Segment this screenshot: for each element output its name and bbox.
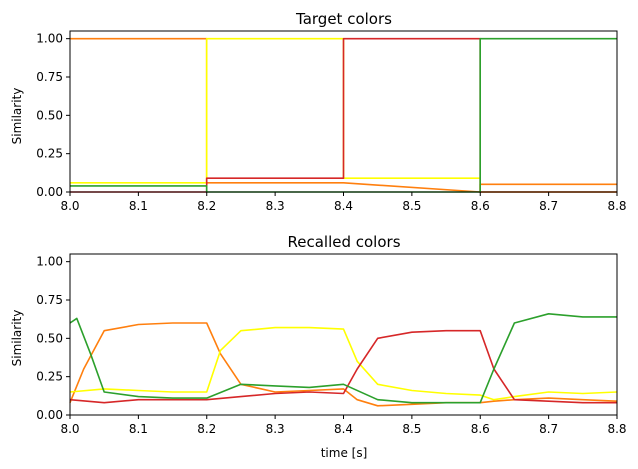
x-tick-label-recalled: 8.6 <box>471 422 490 436</box>
series-lines-recalled <box>69 313 618 407</box>
x-tick-label-target: 8.8 <box>607 199 626 213</box>
x-tick-label-recalled: 8.7 <box>539 422 558 436</box>
y-tick-label-target: 0.00 <box>36 185 63 199</box>
series-line-recalled-1 <box>69 326 618 401</box>
x-tick-label-recalled: 8.5 <box>402 422 421 436</box>
y-axis-label-recalled: Similarity <box>10 310 24 367</box>
x-tick-label-target: 8.1 <box>129 199 148 213</box>
chart-title-target: Target colors <box>295 10 392 28</box>
x-tick-label-target: 8.7 <box>539 199 558 213</box>
x-tick-label-recalled: 8.8 <box>607 422 626 436</box>
x-tick-label-target: 8.5 <box>402 199 421 213</box>
x-tick-label-target: 8.0 <box>60 199 79 213</box>
series-line-recalled-3 <box>69 313 617 404</box>
series-line-recalled-2 <box>69 329 617 404</box>
y-tick-label-recalled: 0.75 <box>36 293 63 307</box>
x-tick-label-target: 8.6 <box>471 199 490 213</box>
x-tick-label-recalled: 8.2 <box>197 422 216 436</box>
y-tick-label-target: 0.75 <box>36 70 63 84</box>
axis-ticks-target: 8.0 8.1 8.2 8.3 8.4 8.5 8.6 8.7 8.8 0.00 0.25 0.50 0… <box>36 32 626 213</box>
y-tick-label-recalled: 0.00 <box>36 408 63 422</box>
y-tick-label-target: 1.00 <box>36 32 63 46</box>
y-tick-label-target: 0.50 <box>36 108 63 122</box>
chart-title-recalled: Recalled colors <box>287 233 400 251</box>
x-axis-label: time [s] <box>321 446 368 460</box>
x-tick-label-recalled: 8.1 <box>129 422 148 436</box>
x-tick-label-target: 8.3 <box>266 199 285 213</box>
panel-target: Target colors Similarity 8.0 8.1 8.2 8.3 8.4… <box>10 10 627 213</box>
series-line-target-2 <box>70 37 617 193</box>
x-tick-label-target: 8.2 <box>197 199 216 213</box>
x-tick-label-recalled: 8.4 <box>334 422 353 436</box>
y-tick-label-target: 0.25 <box>36 147 63 161</box>
y-tick-label-recalled: 0.50 <box>36 331 63 345</box>
series-lines-target <box>70 37 617 193</box>
y-tick-label-recalled: 0.25 <box>36 370 63 384</box>
axis-ticks-recalled: 8.0 8.1 8.2 8.3 8.4 8.5 8.6 8.7 8.8 0.00 0.25 0.50 0… <box>36 255 626 436</box>
x-tick-label-target: 8.4 <box>334 199 353 213</box>
y-axis-label-target: Similarity <box>10 88 24 145</box>
x-tick-label-recalled: 8.0 <box>60 422 79 436</box>
series-line-recalled-0 <box>69 322 618 407</box>
y-tick-label-recalled: 1.00 <box>36 255 63 269</box>
panel-recalled: Recalled colors Similarity 8.0 8.1 8.2 8.3 8… <box>10 233 627 460</box>
x-tick-label-recalled: 8.3 <box>266 422 285 436</box>
